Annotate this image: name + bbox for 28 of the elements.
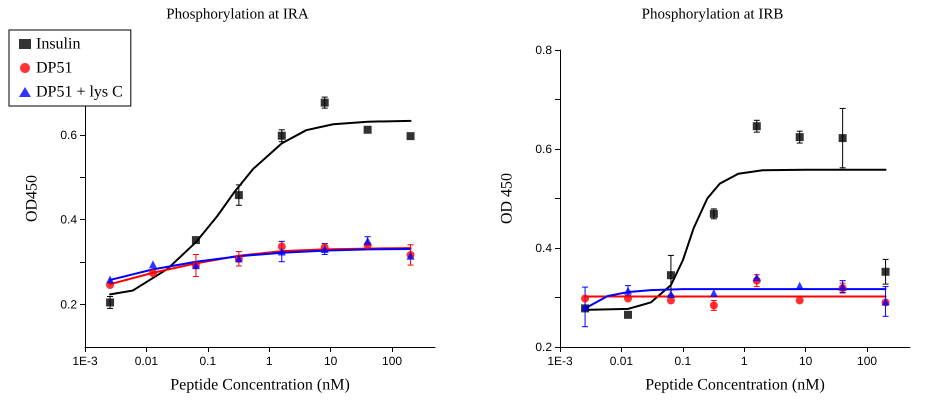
x-tick-label: 0.1 <box>674 354 692 368</box>
x-tick-label: 1 <box>266 354 273 368</box>
chart-title: Phosphorylation at IRA <box>166 6 309 22</box>
y-tick-label: 0.2 <box>535 340 552 354</box>
x-tick-label: 0.1 <box>199 354 216 368</box>
y-tick-label: 0.6 <box>535 142 552 156</box>
x-tick-label: 100 <box>857 354 878 368</box>
x-tick-label: 10 <box>798 354 813 368</box>
y-tick-label: 0.8 <box>535 43 552 57</box>
x-tick-label: 10 <box>324 354 338 368</box>
legend-label: DP51 <box>36 60 72 76</box>
x-tick-label: 100 <box>382 354 402 368</box>
y-tick-label: 0.2 <box>60 298 78 312</box>
x-tick-label: 1 <box>740 354 748 368</box>
x-tick-label: 1E-3 <box>72 354 98 368</box>
y-tick-label: 0.4 <box>60 212 78 227</box>
legend-label: Insulin <box>36 36 80 52</box>
x-tick-label: 1E-3 <box>547 354 573 368</box>
y-axis-title: OD450 <box>24 174 40 222</box>
y-tick-label: 0.4 <box>535 241 552 255</box>
y-axis-title: OD 450 <box>498 172 516 224</box>
x-tick-label: 0.01 <box>610 354 634 368</box>
x-axis-title: Peptide Concentration (nM) <box>170 376 350 394</box>
x-tick-label: 0.01 <box>134 354 158 368</box>
legend-label: DP51 + lys C <box>36 84 123 100</box>
y-tick-label: 0.6 <box>60 128 78 142</box>
x-axis-title: Peptide Concentration (nM) <box>645 376 825 394</box>
chart-title: Phosphorylation at IRB <box>642 6 784 22</box>
